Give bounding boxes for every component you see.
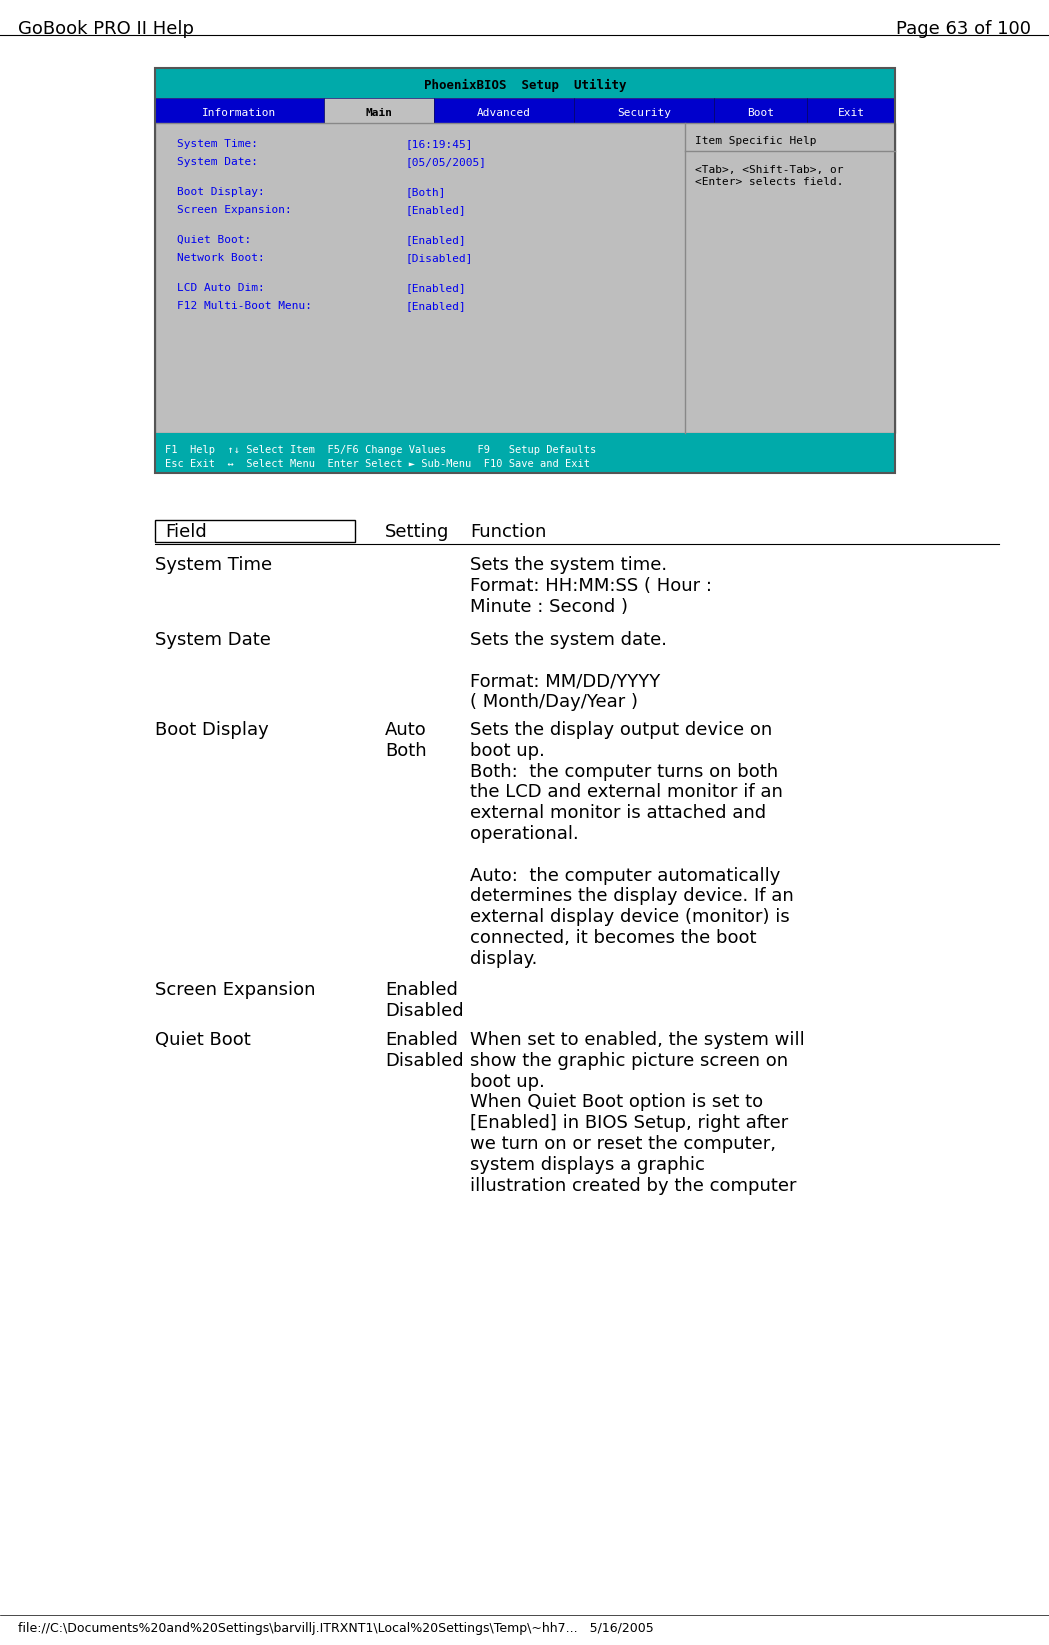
Text: LCD Auto Dim:: LCD Auto Dim:: [177, 283, 264, 293]
Text: Auto
Both: Auto Both: [385, 721, 427, 760]
Text: Network Boot:: Network Boot:: [177, 253, 264, 263]
Text: <Tab>, <Shift-Tab>, or
<Enter> selects field.: <Tab>, <Shift-Tab>, or <Enter> selects f…: [695, 164, 843, 186]
Text: Boot: Boot: [747, 107, 774, 117]
Bar: [324, 99, 434, 123]
Text: Main: Main: [365, 107, 392, 117]
Bar: [155, 67, 895, 99]
Text: Field: Field: [165, 523, 207, 541]
Text: Sets the system time.
Format: HH:MM:SS ( Hour :
Minute : Second ): Sets the system time. Format: HH:MM:SS (…: [470, 556, 712, 615]
Text: System Time:: System Time:: [177, 138, 258, 150]
Text: Screen Expansion:: Screen Expansion:: [177, 206, 292, 215]
Text: F12 Multi-Boot Menu:: F12 Multi-Boot Menu:: [177, 301, 312, 311]
Text: System Time: System Time: [155, 556, 272, 574]
Text: PhoenixBIOS  Setup  Utility: PhoenixBIOS Setup Utility: [424, 79, 626, 92]
Bar: [155, 433, 895, 474]
Text: [Enabled]: [Enabled]: [405, 301, 466, 311]
Text: Sets the system date.

Format: MM/DD/YYYY
( Month/Day/Year ): Sets the system date. Format: MM/DD/YYYY…: [470, 632, 667, 711]
Bar: [434, 99, 574, 123]
Text: System Date:: System Date:: [177, 156, 258, 168]
Text: [Enabled]: [Enabled]: [405, 206, 466, 215]
Text: Enabled
Disabled: Enabled Disabled: [385, 1031, 464, 1069]
Bar: [155, 520, 355, 541]
Bar: [807, 99, 895, 123]
Bar: [714, 99, 807, 123]
Text: [Enabled]: [Enabled]: [405, 283, 466, 293]
Text: Screen Expansion: Screen Expansion: [155, 980, 316, 999]
Text: GoBook PRO II Help: GoBook PRO II Help: [18, 20, 194, 38]
Text: Sets the display output device on
boot up.
Both:  the computer turns on both
the: Sets the display output device on boot u…: [470, 721, 794, 967]
Bar: [574, 99, 714, 123]
Text: Information: Information: [202, 107, 277, 117]
Text: Item Specific Help: Item Specific Help: [695, 137, 816, 146]
Text: Quiet Boot:: Quiet Boot:: [177, 235, 252, 245]
Text: file://C:\Documents%20and%20Settings\barvillj.ITRXNT1\Local%20Settings\Temp\~hh7: file://C:\Documents%20and%20Settings\bar…: [18, 1622, 654, 1635]
Bar: [155, 99, 324, 123]
Text: Advanced: Advanced: [477, 107, 531, 117]
Text: When set to enabled, the system will
show the graphic picture screen on
boot up.: When set to enabled, the system will sho…: [470, 1031, 805, 1194]
Text: System Date: System Date: [155, 632, 271, 650]
Text: Esc Exit  ↔  Select Menu  Enter Select ► Sub-Menu  F10 Save and Exit: Esc Exit ↔ Select Menu Enter Select ► Su…: [165, 459, 590, 469]
Text: Boot Display:: Boot Display:: [177, 188, 264, 197]
Text: Boot Display: Boot Display: [155, 721, 269, 739]
Text: Function: Function: [470, 523, 547, 541]
Text: [Disabled]: [Disabled]: [405, 253, 472, 263]
Text: Page 63 of 100: Page 63 of 100: [896, 20, 1031, 38]
Text: F1  Help  ↑↓ Select Item  F5/F6 Change Values     F9   Setup Defaults: F1 Help ↑↓ Select Item F5/F6 Change Valu…: [165, 446, 596, 456]
Text: [05/05/2005]: [05/05/2005]: [405, 156, 486, 168]
Bar: [155, 67, 895, 474]
Text: Security: Security: [617, 107, 671, 117]
Text: Setting: Setting: [385, 523, 449, 541]
Text: [Both]: [Both]: [405, 188, 446, 197]
Text: [Enabled]: [Enabled]: [405, 235, 466, 245]
Text: Enabled
Disabled: Enabled Disabled: [385, 980, 464, 1020]
Text: Exit: Exit: [837, 107, 864, 117]
Text: [16:19:45]: [16:19:45]: [405, 138, 472, 150]
Bar: [155, 123, 895, 433]
Text: Quiet Boot: Quiet Boot: [155, 1031, 251, 1050]
